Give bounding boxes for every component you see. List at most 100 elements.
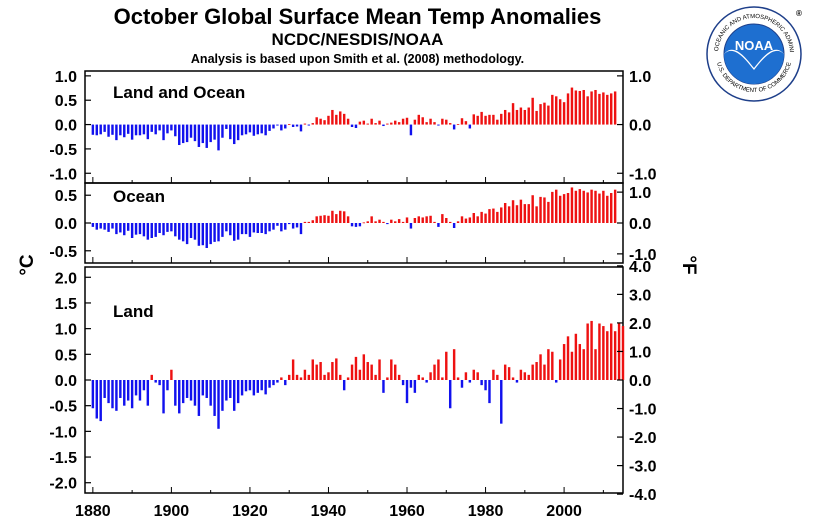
bar-land-1934 [303,369,307,380]
bar-land-1903 [181,380,185,404]
bar-land-and-ocean-1921 [252,124,256,136]
bar-land-1888 [123,380,126,406]
bar-ocean-1889 [126,223,130,231]
bar-land-and-ocean-1971 [448,123,452,125]
bar-land-and-ocean-1954 [382,124,385,127]
bar-land-1884 [107,380,110,404]
bar-ocean-1884 [107,223,110,232]
bar-ocean-1962 [413,218,417,223]
panel-title-land-and-ocean: Land and Ocean [113,83,245,102]
bar-ocean-1999 [558,195,562,223]
bar-land-and-ocean-1991 [527,107,530,125]
bar-ocean-2000 [562,194,566,223]
bar-land-and-ocean-1916 [233,124,236,145]
panel-frame [84,266,624,494]
bar-ocean-1918 [240,223,244,235]
bar-land-1972 [452,349,456,380]
bar-land-1916 [233,380,236,411]
bar-land-and-ocean-1957 [394,120,397,125]
bar-land-and-ocean-1908 [201,124,205,144]
left-tick-label: -0.5 [49,142,77,159]
bar-land-1904 [185,380,189,398]
x-tick-label-1960: 1960 [389,503,425,520]
bar-land-1993 [535,362,538,380]
noaa-logo: NOAA NATIONAL OCEANIC AND ATMOSPHERIC AD… [704,4,802,102]
bar-land-and-ocean-1900 [170,124,173,131]
bar-land-1941 [331,362,334,380]
bar-land-1910 [209,380,212,406]
bar-land-and-ocean-1922 [256,124,259,135]
bar-ocean-1944 [342,211,346,223]
panel-land: 2.0 1.5 1.0 0.5 0.0 -0.5 -1.0 -1.5 -2.0 4.0 3.0 2.0… [49,259,656,504]
bar-land-and-ocean-1994 [539,104,542,125]
right-tick-label: -3.0 [629,459,657,476]
bar-ocean-1992 [531,195,534,223]
bar-land-and-ocean-1938 [319,118,322,125]
bar-ocean-1942 [335,214,338,223]
bar-land-1907 [197,380,201,416]
bar-ocean-2009 [598,193,601,223]
bar-land-1926 [272,380,275,386]
bar-land-and-ocean-1918 [240,124,244,136]
bar-ocean-1921 [252,223,256,233]
left-tick-label: 0.0 [55,118,77,135]
bar-land-and-ocean-1882 [99,124,102,135]
x-tick-label-1920: 1920 [232,503,268,520]
bar-ocean-1902 [178,223,181,240]
bar-ocean-1956 [390,219,393,223]
bar-land-1977 [472,369,475,380]
bar-ocean-2005 [582,190,585,223]
bar-land-and-ocean-1906 [193,124,197,142]
bar-land-1919 [244,380,248,392]
bar-land-2004 [578,344,582,380]
bar-land-and-ocean-1927 [276,124,279,126]
bar-land-and-ocean-2005 [582,89,585,125]
bar-land-and-ocean-1892 [138,124,142,136]
bar-land-and-ocean-1939 [323,120,326,125]
bar-land-and-ocean-1978 [476,115,479,125]
bar-land-1900 [170,369,173,380]
bar-land-and-ocean-2006 [586,96,589,125]
x-tick-label-1940: 1940 [311,503,347,520]
bar-land-1932 [295,374,299,380]
bar-land-2007 [590,320,593,380]
bar-land-and-ocean-1911 [213,124,216,140]
bar-land-and-ocean-1966 [429,118,432,125]
bar-ocean-1967 [433,221,436,223]
bar-land-and-ocean-1912 [217,124,220,151]
bar-land-and-ocean-1890 [130,124,134,140]
bar-ocean-2004 [578,189,582,223]
right-tick-label: 0.0 [629,373,651,390]
bar-ocean-2006 [586,192,589,223]
bar-land-1890 [130,380,134,409]
bar-land-and-ocean-1997 [551,94,554,125]
bar-land-2015 [621,326,625,380]
bar-land-1960 [405,380,409,404]
x-tick-label-2000: 2000 [546,503,582,520]
bar-ocean-1953 [378,219,381,223]
right-tick-label: -1.0 [629,166,657,183]
bar-land-1883 [103,380,106,398]
bar-land-1994 [539,354,542,380]
bar-land-1946 [350,364,354,380]
bar-land-1906 [193,380,197,406]
bar-land-and-ocean-2010 [602,92,605,125]
bar-ocean-1917 [236,223,240,240]
bar-ocean-1960 [405,217,409,223]
bar-land-and-ocean-1930 [287,124,291,125]
bar-land-1976 [468,380,472,383]
bar-ocean-1887 [119,223,122,233]
bar-land-and-ocean-2001 [566,93,570,125]
right-tick-label: 1.0 [629,344,651,361]
bar-land-and-ocean-1948 [358,121,362,125]
bar-land-and-ocean-1970 [445,119,448,125]
left-tick-label: -2.0 [49,476,77,493]
bar-land-1923 [260,380,263,391]
bar-land-1887 [119,380,122,398]
bar-land-and-ocean-1974 [460,118,464,125]
bar-land-and-ocean-1960 [405,117,409,125]
methodology-note: Analysis is based upon Smith et al. (200… [190,52,525,66]
left-tick-label: 0.5 [55,188,77,205]
bar-land-and-ocean-1935 [307,124,311,126]
bar-ocean-1930 [287,223,291,225]
